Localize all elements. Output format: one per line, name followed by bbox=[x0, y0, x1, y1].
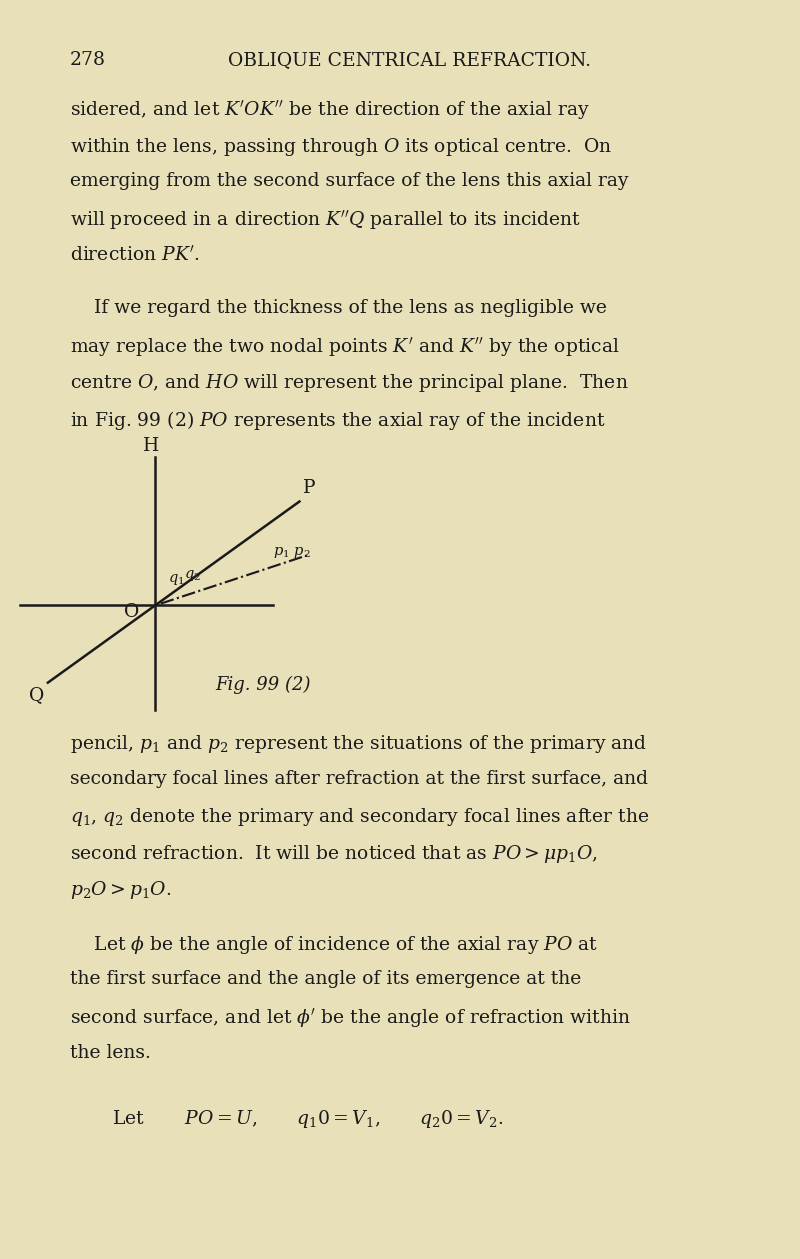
Text: pencil, $p_1$ and $p_2$ represent the situations of the primary and: pencil, $p_1$ and $p_2$ represent the si… bbox=[70, 734, 647, 755]
Text: may replace the two nodal points $K'$ and $K''$ by the optical: may replace the two nodal points $K'$ an… bbox=[70, 336, 619, 359]
Text: in Fig. 99 (2) $PO$ represents the axial ray of the incident: in Fig. 99 (2) $PO$ represents the axial… bbox=[70, 409, 606, 432]
Text: emerging from the second surface of the lens this axial ray: emerging from the second surface of the … bbox=[70, 172, 629, 190]
Text: Let $\quad\quad PO = U, \quad\quad q_1 0 = V_1, \quad\quad q_2 0 = V_2.$: Let $\quad\quad PO = U, \quad\quad q_1 0… bbox=[112, 1108, 503, 1131]
Text: centre $O$, and $HO$ will represent the principal plane.  Then: centre $O$, and $HO$ will represent the … bbox=[70, 373, 629, 394]
Text: Let $\phi$ be the angle of incidence of the axial ray $PO$ at: Let $\phi$ be the angle of incidence of … bbox=[70, 934, 598, 956]
Text: the first surface and the angle of its emergence at the: the first surface and the angle of its e… bbox=[70, 971, 582, 988]
Text: $q_2$: $q_2$ bbox=[184, 568, 201, 583]
Text: secondary focal lines after refraction at the first surface, and: secondary focal lines after refraction a… bbox=[70, 771, 648, 788]
Text: second refraction.  It will be noticed that as $PO > \mu p_1 O$,: second refraction. It will be noticed th… bbox=[70, 844, 598, 865]
Text: $p_2 O > p_1 O$.: $p_2 O > p_1 O$. bbox=[70, 880, 171, 901]
Text: sidered, and let $K'OK''$ be the direction of the axial ray: sidered, and let $K'OK''$ be the directi… bbox=[70, 99, 590, 122]
Text: within the lens, passing through $O$ its optical centre.  On: within the lens, passing through $O$ its… bbox=[70, 136, 613, 157]
Text: $p_1\ p_2$: $p_1\ p_2$ bbox=[273, 545, 310, 560]
Text: Q: Q bbox=[29, 686, 44, 705]
Text: H: H bbox=[143, 437, 159, 456]
Text: 278: 278 bbox=[70, 52, 106, 69]
Text: the lens.: the lens. bbox=[70, 1044, 151, 1061]
Text: P: P bbox=[303, 480, 316, 497]
Text: will proceed in a direction $K''Q$ parallel to its incident: will proceed in a direction $K''Q$ paral… bbox=[70, 209, 582, 232]
Text: $q_1$, $q_2$ denote the primary and secondary focal lines after the: $q_1$, $q_2$ denote the primary and seco… bbox=[70, 807, 650, 828]
Text: If we regard the thickness of the lens as negligible we: If we regard the thickness of the lens a… bbox=[70, 300, 607, 317]
Text: second surface, and let $\phi'$ be the angle of refraction within: second surface, and let $\phi'$ be the a… bbox=[70, 1007, 630, 1030]
Text: direction $PK'$.: direction $PK'$. bbox=[70, 246, 200, 264]
Text: Fig. 99 (2): Fig. 99 (2) bbox=[215, 676, 310, 694]
Text: O: O bbox=[124, 603, 139, 622]
Text: $q_1$: $q_1$ bbox=[168, 572, 185, 587]
Text: OBLIQUE CENTRICAL REFRACTION.: OBLIQUE CENTRICAL REFRACTION. bbox=[229, 52, 591, 69]
